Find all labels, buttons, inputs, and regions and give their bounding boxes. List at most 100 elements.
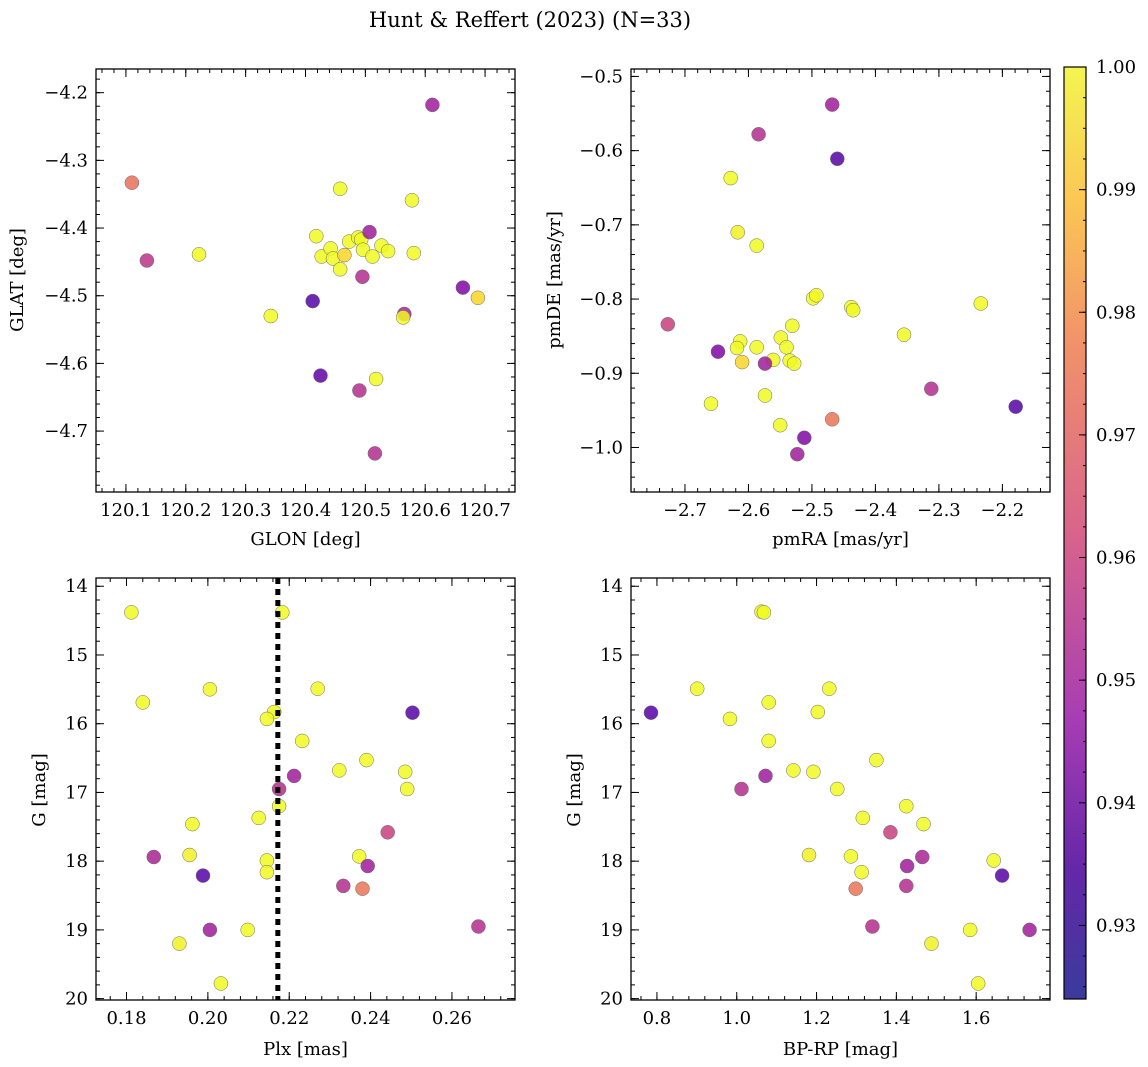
point-cmd-5	[643, 705, 659, 720]
xtick-label: −2.7	[663, 500, 707, 521]
point-pm-1	[751, 127, 766, 142]
colorbar-tick-label: 0.97	[1096, 425, 1136, 446]
point-pm-2	[830, 151, 845, 167]
ylabel-sky: GLAT [deg]	[7, 228, 28, 332]
ytick-label: −0.8	[579, 289, 623, 310]
xtick-labels-cmd: 0.8 1.0 1.2 1.4 1.6	[643, 1008, 991, 1029]
xtick-labels-plx: 0.18 0.20 0.22 0.24 0.26	[106, 1008, 472, 1029]
frame-sky	[95, 68, 516, 493]
ticks-plx	[96, 578, 515, 1000]
point-cmd-4	[761, 695, 776, 710]
colorbar: 0.93 0.94 0.95 0.96 0.97 0.98 0.99 1.00	[1063, 57, 1136, 1000]
point-pm-30	[772, 417, 788, 433]
point-sky-22	[367, 446, 383, 461]
ytick-label: 16	[600, 714, 623, 735]
ytick-label: −0.7	[579, 215, 623, 236]
point-plx-27	[355, 881, 370, 896]
point-sky-27	[395, 310, 411, 325]
xtick-label: −2.4	[854, 500, 898, 521]
frame-cmd	[630, 577, 1051, 1001]
xlabel-sky: GLON [deg]	[250, 529, 360, 550]
point-cmd-8	[761, 733, 776, 749]
ytick-label: 15	[600, 645, 623, 666]
point-pm-19	[710, 344, 726, 359]
ytick-labels-plx: 14 15 16 17 18 19 20	[65, 576, 88, 1009]
ytick-label: 20	[65, 989, 88, 1010]
point-plx-13	[399, 781, 415, 797]
ytick-label: −0.5	[579, 66, 623, 87]
ytick-label: 16	[65, 714, 88, 735]
ytick-label: −0.6	[579, 141, 623, 162]
point-cmd-20	[843, 849, 859, 864]
point-sky-7	[309, 228, 324, 244]
point-cmd-25	[994, 868, 1010, 883]
xtick-label: 0.22	[269, 1008, 309, 1029]
colorbar-tick-label: 0.95	[1096, 670, 1136, 691]
point-plx-25	[195, 868, 211, 883]
point-plx-0	[124, 605, 139, 620]
point-cmd-22	[986, 853, 1001, 868]
xtick-label: −2.3	[917, 500, 961, 521]
colorbar-tick-labels: 0.93 0.94 0.95 0.96 0.97 0.98 0.99 1.00	[1096, 57, 1136, 936]
point-sky-23	[368, 371, 384, 387]
point-plx-8	[294, 733, 310, 749]
xtick-label: 120.2	[160, 500, 212, 521]
ylabel-plx: G [mag]	[29, 753, 50, 826]
xlabel-plx: Plx [mas]	[263, 1039, 348, 1060]
point-cmd-14	[734, 781, 749, 797]
point-cmd-12	[758, 768, 773, 784]
ytick-label: 15	[65, 645, 88, 666]
ytick-label: 18	[65, 851, 88, 872]
xtick-label: 120.3	[220, 500, 272, 521]
xlabel-cmd: BP-RP [mag]	[783, 1039, 898, 1060]
point-pm-16	[729, 340, 745, 356]
point-pm-9	[845, 302, 861, 318]
point-cmd-23	[899, 858, 915, 874]
point-pm-18	[779, 340, 794, 355]
xtick-label: 120.4	[280, 500, 332, 521]
point-cmd-26	[899, 878, 914, 894]
colorbar-ticks	[1079, 66, 1086, 988]
point-sky-2	[139, 253, 155, 268]
xtick-label: 0.18	[106, 1008, 146, 1029]
ylabel-cmd: G [mag]	[564, 753, 585, 826]
point-pm-3	[723, 170, 738, 186]
point-plx-26	[336, 878, 351, 894]
ytick-labels-cmd: 14 15 16 17 18 19 20	[600, 576, 623, 1009]
point-cmd-27	[848, 881, 863, 896]
point-sky-19	[352, 383, 367, 398]
point-cmd-18	[883, 825, 898, 840]
point-cmd-7	[722, 711, 738, 727]
point-cmd-15	[899, 798, 914, 814]
points-plx	[124, 605, 486, 991]
point-pm-17	[749, 340, 764, 355]
ticks-sky	[96, 69, 515, 492]
xtick-label: 0.26	[432, 1008, 472, 1029]
point-plx-4	[135, 695, 151, 710]
ytick-label: 14	[600, 576, 623, 597]
colorbar-tick-label: 0.93	[1096, 915, 1136, 936]
point-cmd-30	[962, 922, 978, 938]
point-plx-11	[397, 764, 413, 780]
xtick-label: −2.2	[981, 500, 1025, 521]
point-pm-10	[973, 296, 989, 311]
point-plx-2	[202, 682, 218, 697]
point-plx-12	[286, 768, 302, 784]
point-sky-20	[362, 224, 377, 240]
xtick-label: 0.8	[643, 1008, 672, 1029]
xtick-label: 1.0	[722, 1008, 751, 1029]
ytick-label: −4.6	[44, 353, 88, 374]
point-cmd-13	[830, 781, 845, 797]
point-pm-13	[896, 327, 912, 342]
point-sky-18	[355, 269, 370, 285]
point-plx-17	[185, 816, 200, 832]
point-sky-0	[425, 97, 440, 113]
point-cmd-28	[865, 919, 880, 934]
point-plx-23	[360, 858, 375, 874]
point-sky-4	[263, 308, 279, 324]
ytick-label: 18	[600, 851, 623, 872]
point-sky-11	[332, 181, 348, 197]
xtick-label: 120.7	[459, 500, 511, 521]
point-cmd-16	[855, 810, 871, 826]
point-cmd-3	[822, 681, 837, 696]
